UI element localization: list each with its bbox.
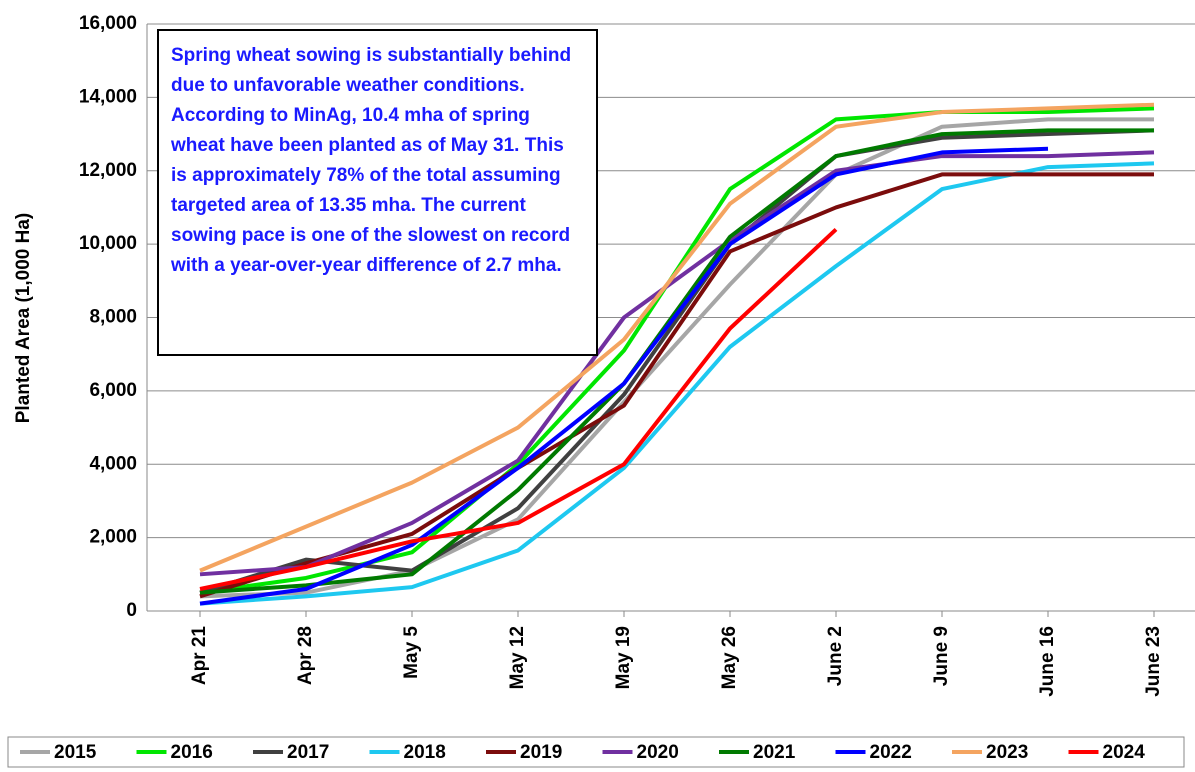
x-tick-label: Apr 28 <box>295 626 316 685</box>
y-axis-label: Planted Area (1,000 Ha) <box>13 213 34 424</box>
legend-label: 2016 <box>171 742 213 763</box>
legend-label: 2015 <box>54 742 97 763</box>
y-tick-label: 16,000 <box>79 13 137 34</box>
y-tick-label: 10,000 <box>79 233 137 254</box>
series-line <box>199 172 1154 599</box>
x-tick-label: May 26 <box>719 626 740 689</box>
series-line <box>199 150 1155 577</box>
legend-label: 2023 <box>986 742 1028 763</box>
annotation: Spring wheat sowing is substantially beh… <box>157 29 598 356</box>
x-tick-label: May 12 <box>507 626 528 689</box>
x-tick-label: Apr 21 <box>189 626 210 686</box>
legend-label: 2018 <box>404 742 446 763</box>
legend-label: 2017 <box>287 742 329 763</box>
legend-label: 2021 <box>753 742 796 763</box>
x-tick-label: May 19 <box>613 626 634 689</box>
y-tick-label: 8,000 <box>89 307 137 328</box>
legend-label: 2019 <box>520 742 562 763</box>
series-line <box>199 128 1154 595</box>
y-tick-label: 0 <box>126 600 137 621</box>
series-line <box>199 102 1155 573</box>
x-tick-label: May 5 <box>401 626 422 679</box>
y-tick-label: 14,000 <box>79 86 137 107</box>
y-tick-label: 2,000 <box>89 527 137 548</box>
x-tick-label: June 23 <box>1143 626 1164 697</box>
series-line <box>199 161 1155 606</box>
x-tick-label: June 16 <box>1037 626 1058 697</box>
series-line <box>199 227 838 591</box>
legend-label: 2020 <box>637 742 679 763</box>
legend-label: 2022 <box>870 742 912 763</box>
y-tick-label: 12,000 <box>79 160 137 181</box>
series-line <box>199 146 1049 606</box>
y-tick-label: 6,000 <box>89 380 137 401</box>
legend-label: 2024 <box>1103 742 1146 763</box>
x-tick-label: June 2 <box>825 626 846 686</box>
x-tick-label: June 9 <box>931 626 952 686</box>
y-tick-label: 4,000 <box>89 453 137 474</box>
legend-box <box>7 736 1185 768</box>
